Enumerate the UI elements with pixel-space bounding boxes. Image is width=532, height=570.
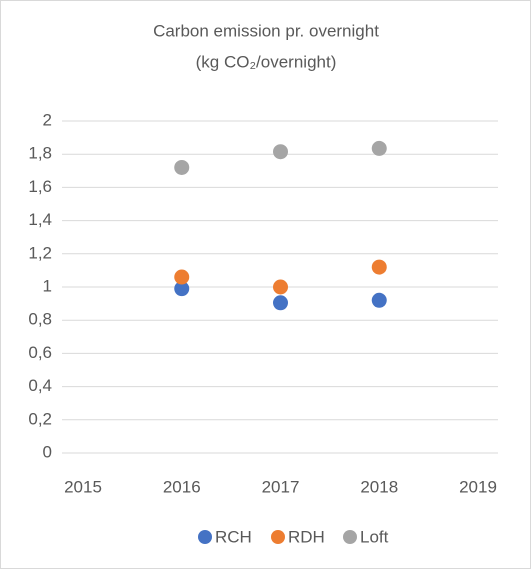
x-tick-label: 2017 xyxy=(262,477,300,496)
chart-subtitle: (kg CO₂/overnight) xyxy=(196,52,337,71)
scatter-point xyxy=(273,295,288,311)
y-tick-label: 0,8 xyxy=(28,310,52,329)
y-tick-label: 0 xyxy=(43,442,52,461)
y-tick-label: 0,4 xyxy=(28,376,52,395)
x-tick-label: 2016 xyxy=(163,477,201,496)
legend-label: RCH xyxy=(215,527,252,546)
chart-title: Carbon emission pr. overnight xyxy=(153,21,379,40)
x-tick-label: 2015 xyxy=(64,477,102,496)
scatter-point xyxy=(174,281,190,297)
legend-label: Loft xyxy=(360,527,389,546)
y-tick-label: 1 xyxy=(43,276,52,295)
legend-label: RDH xyxy=(288,527,325,546)
y-tick-label: 0,6 xyxy=(28,343,52,362)
legend-marker xyxy=(343,530,357,544)
scatter-point xyxy=(174,269,190,285)
scatter-point xyxy=(371,292,387,308)
y-tick-label: 0,2 xyxy=(28,409,52,428)
y-tick-label: 1,4 xyxy=(28,210,52,229)
x-tick-label: 2019 xyxy=(459,477,497,496)
legend-marker xyxy=(271,530,285,544)
y-tick-label: 1,8 xyxy=(28,144,52,163)
y-tick-label: 1,6 xyxy=(28,177,52,196)
scatter-point xyxy=(273,279,288,295)
legend-marker xyxy=(198,530,212,544)
y-tick-label: 1,2 xyxy=(28,243,52,262)
scatter-point xyxy=(273,144,288,160)
scatter-point xyxy=(174,159,190,175)
x-tick-label: 2018 xyxy=(360,477,398,496)
scatter-point xyxy=(371,259,387,275)
scatter-point xyxy=(371,140,387,156)
y-tick-label: 2 xyxy=(43,110,52,129)
